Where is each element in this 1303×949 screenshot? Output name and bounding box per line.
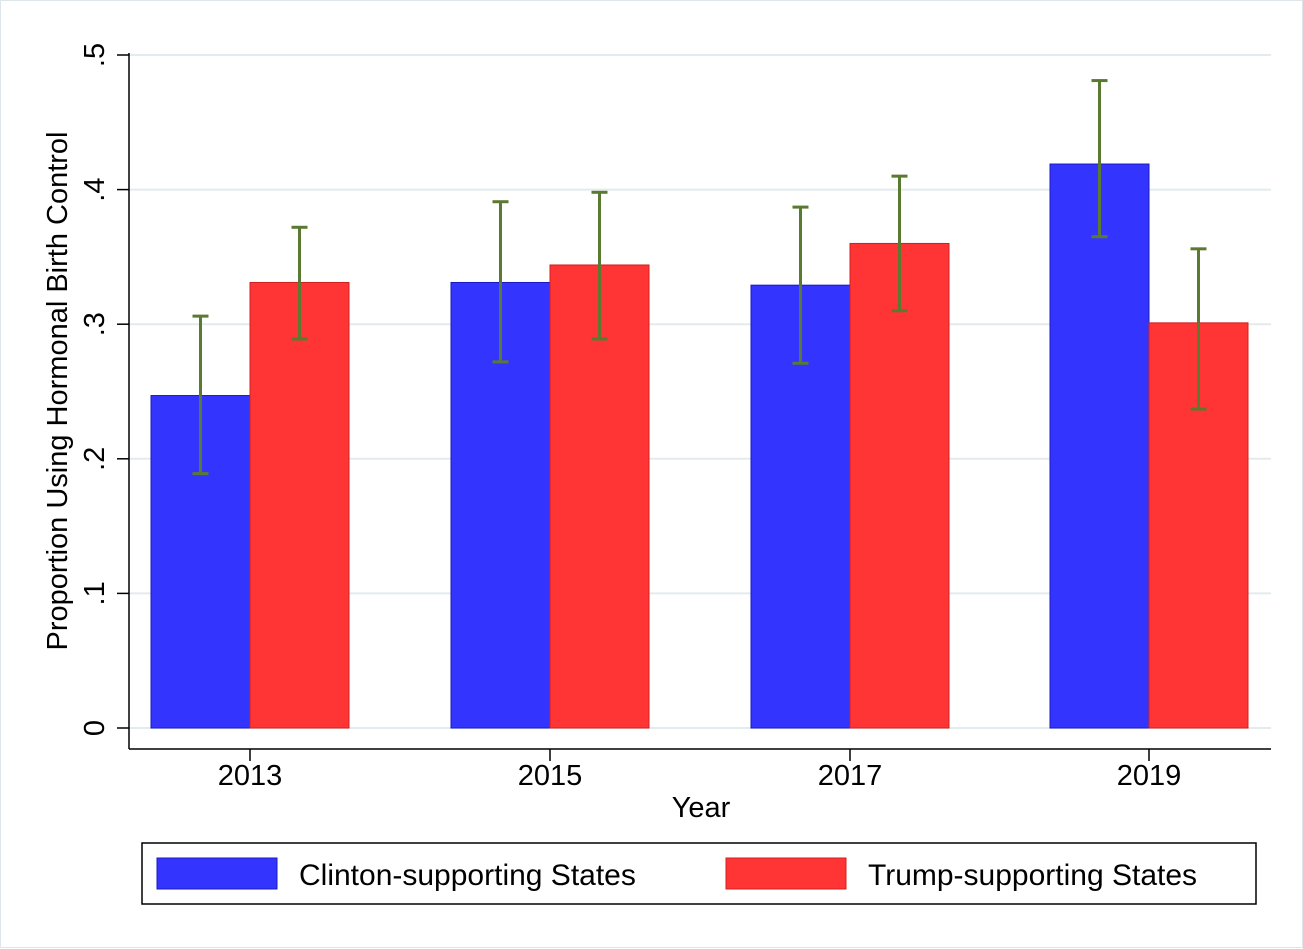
- legend-swatch-trump: [725, 857, 847, 890]
- y-tick-label: .4: [79, 178, 111, 202]
- legend-label-trump: Trump-supporting States: [868, 859, 1197, 892]
- y-axis-label: Proportion Using Hormonal Birth Control: [42, 132, 74, 651]
- bar-trump-2017: [849, 242, 950, 729]
- x-tick-label: 2017: [818, 760, 883, 792]
- bar-clinton-2019: [1049, 163, 1150, 729]
- legend-box: [141, 842, 1257, 905]
- y-tick-label: 0: [79, 720, 111, 736]
- y-ticks: 0 .1 .2 .3 .4 .5: [79, 43, 129, 736]
- x-tick-label: 2015: [518, 760, 583, 792]
- y-tick-label: .3: [79, 312, 111, 336]
- x-axis-label: Year: [672, 792, 731, 824]
- x-tick-label: 2019: [1117, 760, 1182, 792]
- x-ticks: 2013 2015 2017 2019: [218, 749, 1182, 792]
- legend: Clinton-supporting States Trump-supportin…: [141, 842, 1257, 905]
- x-tick-label: 2013: [218, 760, 283, 792]
- axes: [128, 53, 1271, 750]
- error-bars: [192, 79, 1207, 476]
- y-tick-label: .2: [79, 447, 111, 471]
- y-tick-label: .1: [79, 581, 111, 605]
- bar-trump-2015: [549, 264, 650, 729]
- legend-swatch-clinton: [156, 857, 278, 890]
- legend-label-clinton: Clinton-supporting States: [299, 859, 636, 892]
- y-tick-label: .5: [79, 43, 111, 67]
- bar-trump-2013: [249, 281, 350, 729]
- bars: [150, 163, 1249, 729]
